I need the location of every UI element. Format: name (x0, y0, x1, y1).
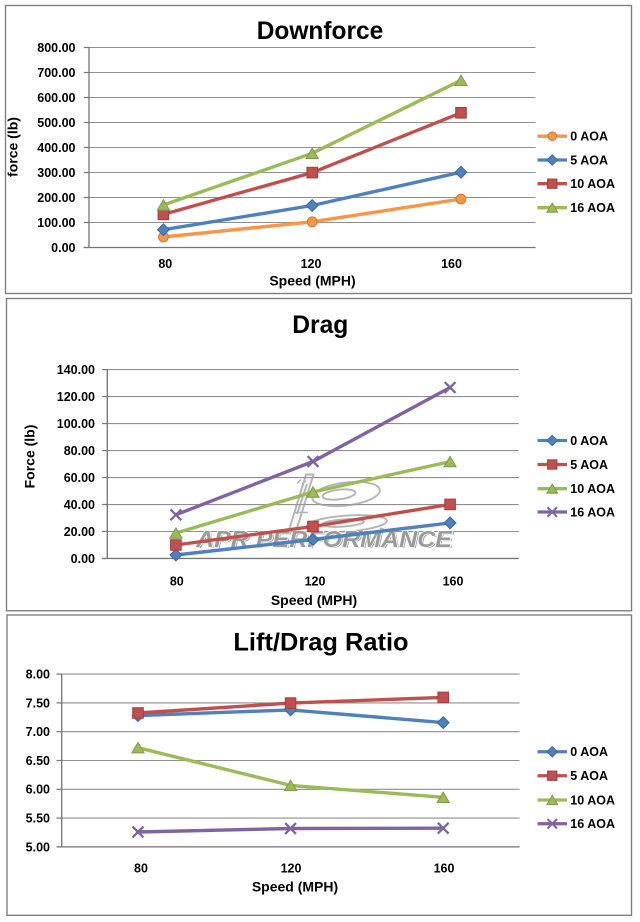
svg-text:7.50: 7.50 (26, 696, 50, 710)
svg-text:10 AOA: 10 AOA (570, 793, 615, 807)
svg-text:120.00: 120.00 (57, 390, 95, 404)
svg-text:400.00: 400.00 (37, 141, 75, 155)
svg-text:40.00: 40.00 (64, 498, 95, 512)
svg-text:0.00: 0.00 (71, 552, 95, 566)
svg-text:0 AOA: 0 AOA (570, 130, 608, 144)
svg-text:800.00: 800.00 (37, 41, 75, 55)
svg-text:Speed (MPH): Speed (MPH) (252, 879, 338, 895)
svg-text:120: 120 (305, 574, 326, 588)
svg-text:6.00: 6.00 (26, 783, 50, 797)
svg-text:5 AOA: 5 AOA (570, 153, 608, 167)
svg-text:Force (lb): Force (lb) (21, 425, 37, 489)
svg-text:200.00: 200.00 (37, 191, 75, 205)
svg-text:5.50: 5.50 (26, 812, 50, 826)
svg-text:0 AOA: 0 AOA (570, 745, 608, 759)
svg-text:10 AOA: 10 AOA (570, 177, 615, 191)
svg-text:10 AOA: 10 AOA (570, 482, 615, 496)
svg-text:160: 160 (434, 861, 455, 875)
svg-text:5.00: 5.00 (26, 840, 50, 854)
svg-text:60.00: 60.00 (64, 471, 95, 485)
svg-text:80: 80 (170, 574, 184, 588)
svg-text:100.00: 100.00 (57, 417, 95, 431)
svg-text:300.00: 300.00 (37, 166, 75, 180)
svg-text:160: 160 (441, 257, 462, 271)
svg-text:100.00: 100.00 (37, 216, 75, 230)
svg-text:Speed (MPH): Speed (MPH) (271, 592, 357, 608)
svg-text:force (lb): force (lb) (5, 117, 21, 177)
svg-text:Drag: Drag (292, 311, 348, 339)
svg-text:20.00: 20.00 (64, 525, 95, 539)
svg-text:5 AOA: 5 AOA (570, 458, 608, 472)
svg-text:16 AOA: 16 AOA (570, 505, 615, 519)
svg-text:500.00: 500.00 (37, 116, 75, 130)
svg-text:160: 160 (443, 574, 464, 588)
svg-text:6.50: 6.50 (26, 754, 50, 768)
svg-text:120: 120 (281, 861, 302, 875)
svg-text:16 AOA: 16 AOA (570, 201, 615, 215)
svg-text:700.00: 700.00 (37, 66, 75, 80)
svg-text:80.00: 80.00 (64, 444, 95, 458)
svg-text:16 AOA: 16 AOA (570, 817, 615, 831)
svg-text:80: 80 (158, 257, 172, 271)
svg-text:5 AOA: 5 AOA (570, 769, 608, 783)
svg-text:Speed (MPH): Speed (MPH) (269, 273, 355, 289)
svg-text:Lift/Drag Ratio: Lift/Drag Ratio (233, 629, 408, 657)
svg-text:7.00: 7.00 (26, 725, 50, 739)
svg-text:80: 80 (134, 861, 148, 875)
svg-text:0.00: 0.00 (51, 241, 75, 255)
svg-text:8.00: 8.00 (26, 668, 50, 682)
svg-text:Downforce: Downforce (257, 17, 384, 45)
svg-text:140.00: 140.00 (57, 363, 95, 377)
svg-text:0 AOA: 0 AOA (570, 434, 608, 448)
svg-text:120: 120 (301, 257, 322, 271)
svg-text:600.00: 600.00 (37, 91, 75, 105)
